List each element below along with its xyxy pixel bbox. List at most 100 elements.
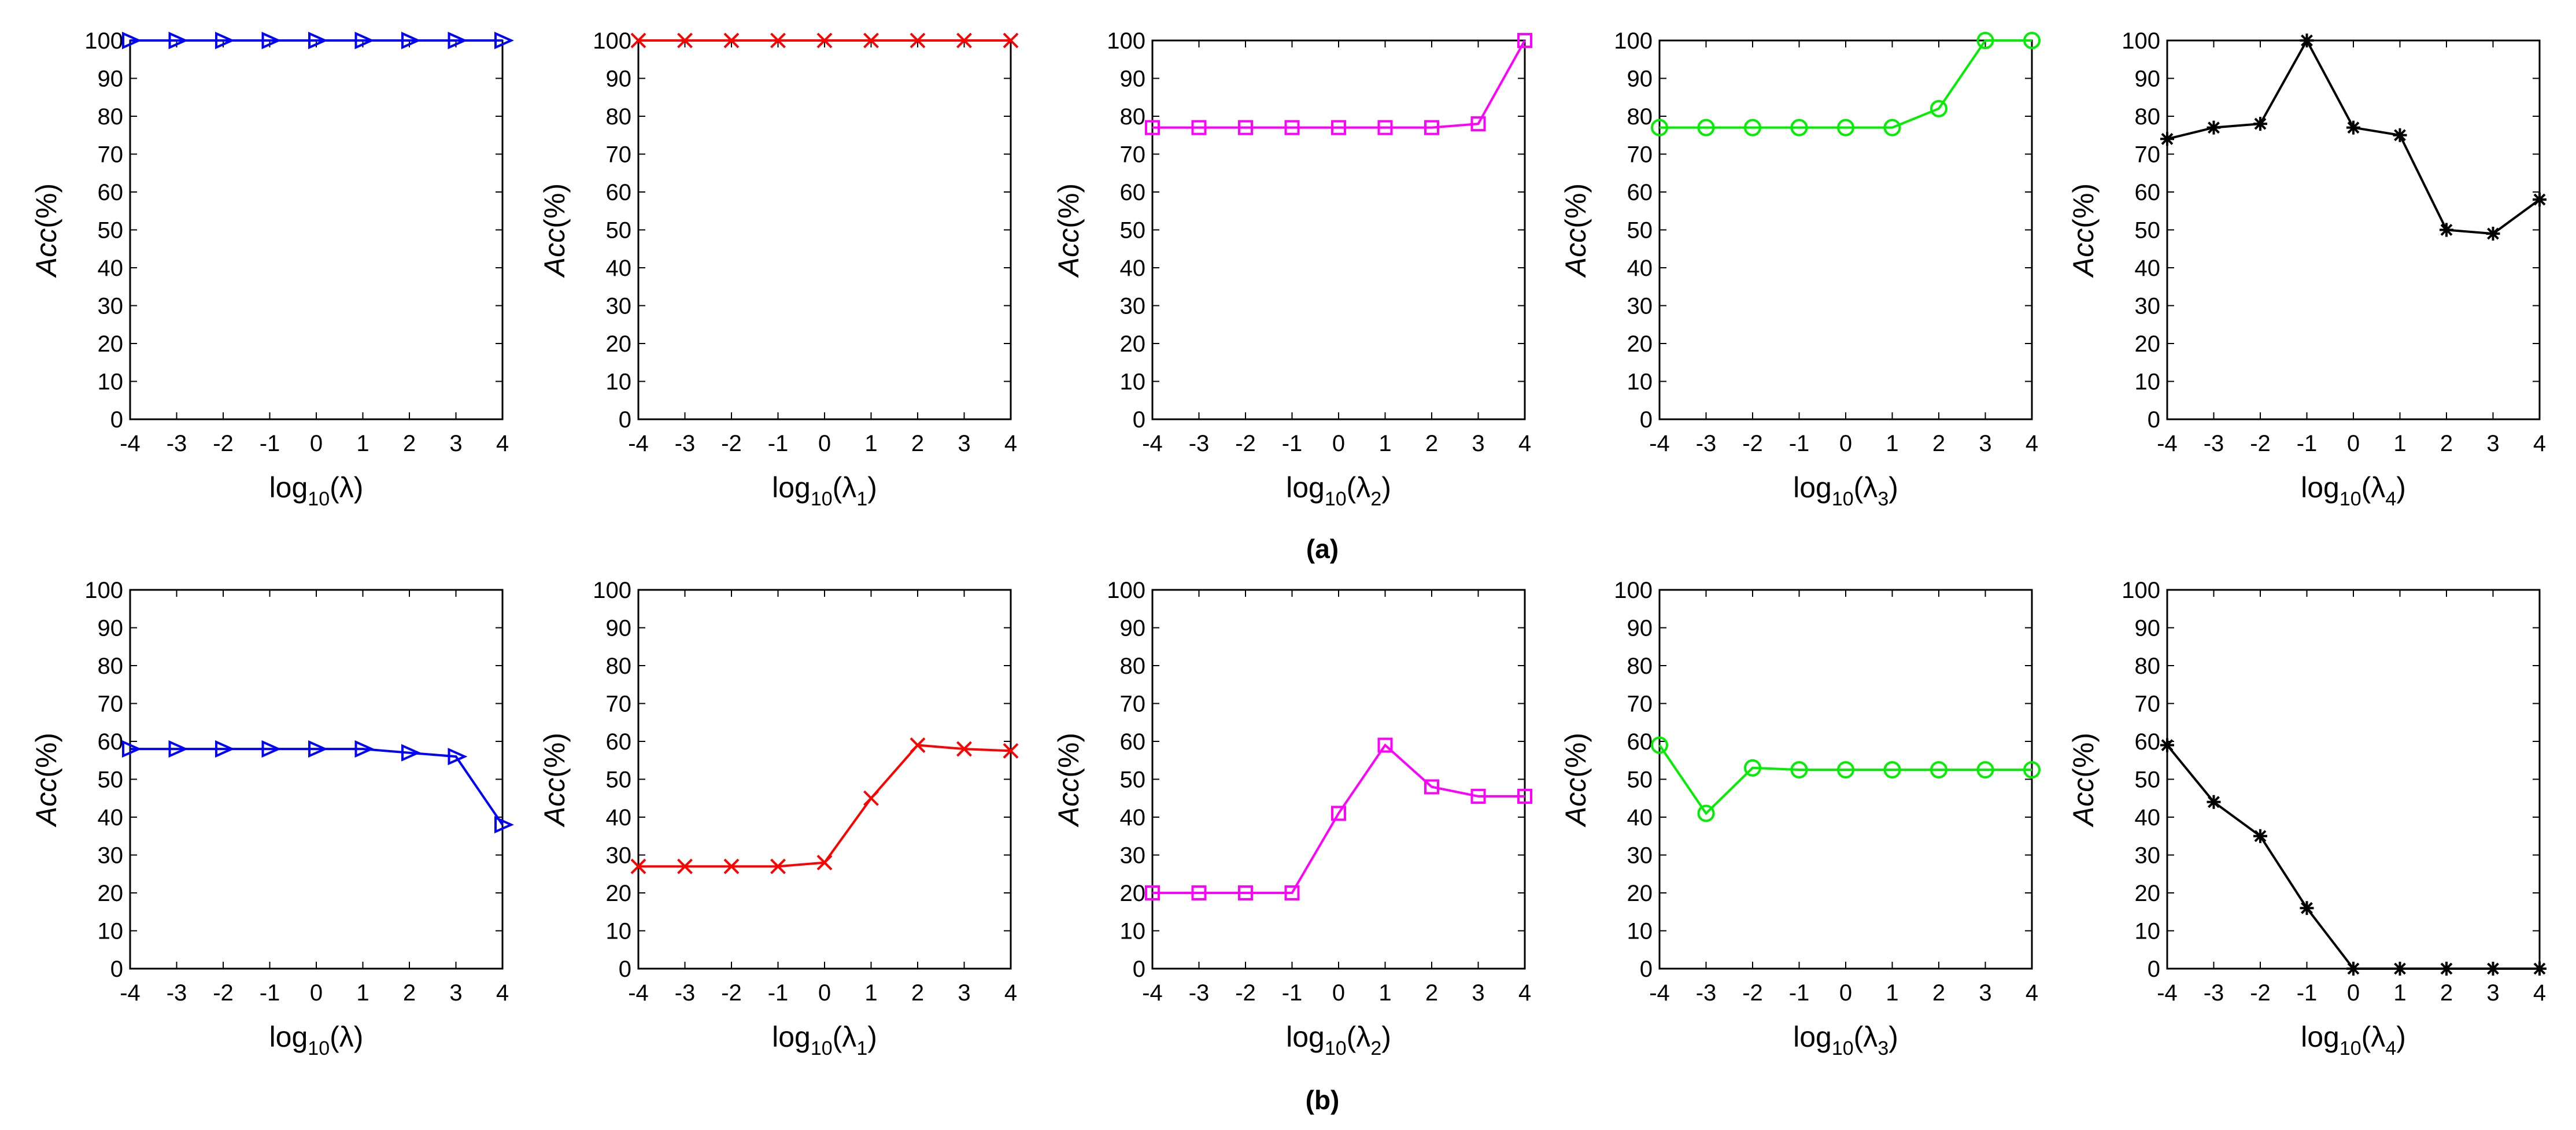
ylabel-main: Acc [1052,228,1085,278]
x-tick-label: -2 [721,431,742,456]
marker-triangle-2 [215,740,235,758]
marker-triangle-8 [494,31,514,50]
xlabel-sub: 10 [811,1037,833,1059]
marker-asterisk-4 [2346,120,2360,135]
y-tick-label: 100 [593,578,631,603]
xlabel-arg: (λ [1854,471,1878,504]
xlabel-arg: (λ [1347,1021,1371,1053]
ylabel-unit: (%) [1559,183,1592,228]
marker-asterisk-2 [2253,829,2267,843]
y-tick-label: 80 [98,104,124,130]
marker-circle-6 [1930,761,1947,779]
caption-b: (b) [1306,1085,1340,1115]
y-tick-label: 90 [1120,616,1146,641]
y-tick-label: 100 [2122,578,2160,603]
x-tick-label: -1 [768,980,789,1006]
marker-square-3 [1284,885,1300,900]
y-tick-label: 30 [1120,843,1146,869]
y-axis-label: Acc(%) [30,183,62,278]
marker-circle-0 [1651,119,1668,136]
y-tick-label: 0 [1640,407,1653,433]
x-tick-label: 3 [1979,431,1991,456]
marker-ast-d2 [2533,193,2546,206]
marker-circle-7 [1976,32,1994,49]
plot-frame [1658,589,2033,970]
x-tick-label: 0 [1332,980,1345,1006]
marker-asterisk-6 [2440,223,2453,237]
marker-triangle-0 [122,740,142,758]
x-tick-label: 2 [403,431,416,456]
xlabel-close: ) [867,471,877,504]
marker-x-stroke-b [770,32,786,49]
x-tick-label: -1 [768,431,789,456]
marker-asterisk-1 [2207,795,2221,809]
x-tick-label: -2 [1742,980,1763,1006]
marker-ast-d2 [2208,796,2220,808]
plot-frame [1151,589,1526,970]
xlabel-sub: 10 [811,488,833,510]
marker-x-stroke-b [677,858,693,874]
y-tick-label: 20 [2135,331,2161,357]
y-tick-label: 80 [1627,104,1653,130]
ylabel-main: Acc [1559,778,1592,828]
x-tick-label: -3 [2204,431,2224,456]
x-tick-label: 4 [2026,980,2038,1006]
marker-asterisk-7 [2486,227,2500,241]
y-tick-label: 0 [2148,407,2160,433]
xlabel-base: log [269,1021,308,1053]
xlabel-arg-sub: 3 [1878,1037,1888,1059]
x-tick-label: 4 [496,980,509,1006]
x-tick-label: 1 [356,431,369,456]
ylabel-unit: (%) [538,183,571,228]
ylabel-main: Acc [1559,228,1592,278]
marker-x-2 [723,858,740,874]
y-tick-label: 70 [2135,142,2161,168]
xlabel-base: log [2301,471,2340,504]
marker-x-8 [1003,32,1019,49]
marker-triangle-5 [354,740,375,758]
xlabel-sub: 10 [2340,488,2361,510]
xlabel-close: ) [1381,471,1391,504]
y-tick-label: 50 [606,767,632,793]
y-tick-label: 70 [1120,692,1146,717]
xlabel-sub: 10 [1325,1037,1347,1059]
xlabel-arg: (λ [1854,1021,1878,1053]
marker-asterisk-4 [2346,962,2360,976]
y-tick-label: 40 [1627,256,1653,281]
marker-asterisk-2 [2253,117,2267,131]
y-tick-label: 50 [1120,767,1146,793]
y-tick-label: 90 [2135,616,2161,641]
marker-ast-d2 [2487,962,2499,975]
marker-x-3 [770,32,786,49]
y-tick-label: 80 [1627,653,1653,679]
y-tick-label: 20 [98,881,124,906]
x-axis-label: log10(λ1) [772,1021,877,1059]
plot-frame [1658,39,2033,420]
y-tick-label: 10 [1627,919,1653,944]
x-tick-label: -4 [1142,980,1163,1006]
marker-x-8 [1003,743,1019,759]
y-tick-label: 40 [606,256,632,281]
y-tick-label: 0 [619,957,631,982]
ylabel-main: Acc [2067,228,2100,278]
y-tick-label: 20 [2135,881,2161,906]
y-axis-label: Acc(%) [1052,183,1085,278]
y-tick-label: 20 [606,881,632,906]
x-tick-label: 2 [1932,431,1945,456]
y-axis-label: Acc(%) [1559,183,1592,278]
marker-x-stroke-b [956,32,972,49]
x-tick-label: 4 [1004,980,1017,1006]
xlabel-close: ) [1888,1021,1898,1053]
marker-ast-d2 [2161,739,2174,751]
x-tick-label: -2 [1235,980,1256,1006]
x-tick-label: -2 [1235,431,1256,456]
xlabel-arg-sub: 4 [2385,1037,2396,1059]
marker-x-7 [956,32,972,49]
xlabel-close: ) [2396,471,2406,504]
marker-circle-2 [1744,759,1761,777]
xlabel-arg-sub: 4 [2385,488,2396,510]
x-tick-label: -4 [120,980,141,1006]
